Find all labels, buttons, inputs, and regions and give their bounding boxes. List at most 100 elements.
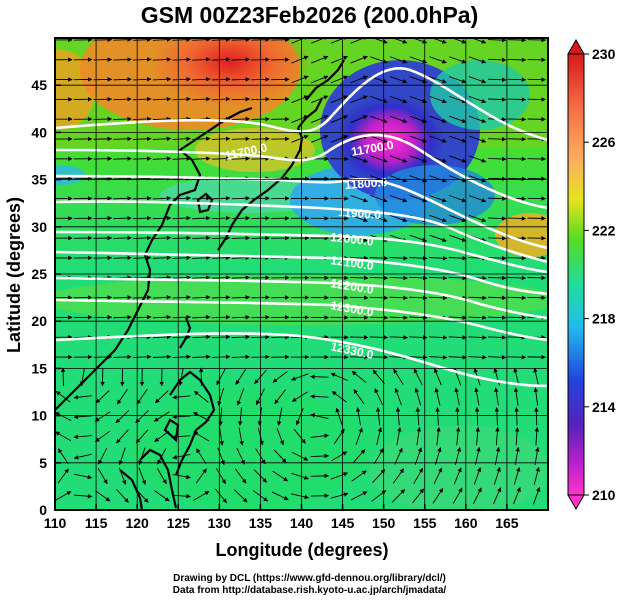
streamline-arrow (116, 389, 128, 405)
streamline-arrow (133, 176, 152, 181)
streamline-arrow (133, 96, 152, 102)
streamline-arrow (211, 275, 231, 280)
streamline-arrow (474, 387, 480, 406)
streamline-arrow (311, 135, 329, 143)
streamline-arrow (192, 354, 211, 360)
x-tick-label: 160 (454, 515, 478, 531)
streamline-arrow (488, 136, 507, 142)
streamline-arrow (113, 255, 132, 261)
streamline-arrow (433, 467, 443, 485)
streamline-arrow (448, 175, 467, 183)
streamline-arrow (488, 355, 507, 360)
streamline-arrow (152, 354, 172, 360)
streamline-arrow (488, 315, 507, 320)
streamline-arrow (350, 491, 368, 501)
streamline-arrow (468, 135, 487, 143)
streamline-arrow (330, 492, 349, 499)
streamline-arrow (389, 175, 408, 183)
streamline-arrow (429, 195, 447, 203)
streamline-arrow (172, 156, 191, 161)
streamline-arrow (389, 295, 408, 301)
streamline-arrow (448, 155, 467, 163)
streamline-arrow (193, 490, 210, 501)
streamline-arrow (152, 156, 172, 161)
streamline-arrow (192, 235, 211, 241)
streamline-arrow (192, 57, 211, 62)
streamline-arrow (369, 335, 389, 340)
streamline-arrow (428, 255, 448, 261)
streamline-arrow (394, 387, 402, 406)
streamline-arrow (113, 314, 132, 320)
streamline-arrow (211, 215, 231, 221)
streamline-arrow (136, 389, 148, 405)
streamline-arrow (95, 490, 111, 502)
streamline-arrow (429, 175, 447, 183)
streamline-arrow (231, 136, 251, 142)
streamline-arrow (370, 214, 388, 223)
streamline-arrow (393, 368, 404, 385)
streamline-arrow (217, 447, 225, 466)
streamline-arrow (468, 355, 487, 360)
streamline-arrow (370, 175, 388, 183)
streamline-arrow (235, 369, 246, 385)
streamline-arrow (488, 57, 507, 63)
streamline-arrow (152, 235, 172, 241)
streamline-arrow (154, 490, 170, 502)
streamline-arrow (219, 427, 224, 446)
contour-labels: 11700.0 11700.0 11800.0 11900.0 12000.0 … (224, 138, 395, 362)
streamline-arrow (514, 407, 519, 426)
streamline-arrow (488, 216, 507, 221)
streamline-arrow (133, 354, 152, 360)
x-tick-label: 155 (413, 515, 437, 531)
streamline-arrow (193, 390, 209, 403)
streamline-arrow (172, 255, 191, 260)
streamline-arrow (172, 38, 191, 42)
streamline-arrow (448, 115, 467, 123)
streamline-arrow (133, 255, 152, 260)
streamline-arrow (192, 77, 211, 82)
streamline-arrow (468, 115, 487, 123)
streamline-arrow (113, 77, 132, 82)
streamline-arrow (350, 115, 368, 123)
streamline-arrow (211, 136, 231, 142)
streamline-arrow (370, 195, 388, 203)
streamline-arrow (231, 314, 251, 320)
streamline-arrow (350, 155, 368, 163)
streamline-arrow (73, 494, 93, 499)
streamline-arrow (113, 196, 132, 201)
streamline-arrow (135, 409, 149, 424)
x-tick-label: 110 (44, 515, 67, 531)
coastline (55, 59, 345, 510)
x-axis: 110 115 120 125 130 135 140 145 150 155 160 165 (44, 504, 519, 531)
streamline-arrow (211, 295, 231, 300)
streamline-arrow (396, 427, 402, 446)
streamline-arrow (371, 38, 388, 44)
streamline-arrow (468, 195, 487, 203)
y-tick-label: 0 (39, 502, 47, 518)
streamline-arrow (276, 427, 284, 446)
colorbar-label: 230 (592, 46, 616, 62)
streamline-arrow (211, 334, 231, 340)
streamline-arrow (291, 391, 308, 402)
streamline-arrow (409, 56, 428, 64)
streamline-arrow (133, 38, 152, 42)
streamline-arrow (468, 95, 487, 104)
streamline-arrow (57, 468, 69, 484)
streamline-arrow (133, 77, 152, 82)
streamline-arrow (488, 77, 507, 82)
streamline-arrow (374, 388, 383, 406)
streamline-arrow (172, 354, 191, 360)
streamline-arrow (234, 468, 247, 484)
streamline-arrow (488, 275, 507, 281)
streamline-arrow (231, 57, 251, 62)
streamline-arrow (373, 448, 384, 465)
streamline-arrow (448, 56, 467, 64)
streamline-arrow (311, 95, 329, 104)
streamline-arrow (434, 387, 441, 406)
streamline-arrow (534, 407, 539, 426)
streamline-arrow (154, 390, 169, 404)
streamline-arrow (293, 429, 306, 444)
streamline-arrow (475, 426, 481, 446)
streamline-arrow (468, 335, 487, 340)
